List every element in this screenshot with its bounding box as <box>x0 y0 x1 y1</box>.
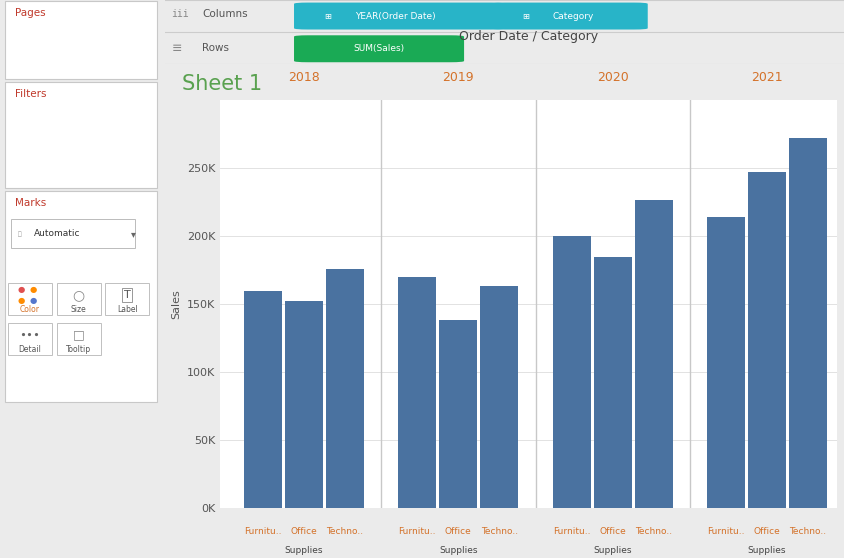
Text: Supplies: Supplies <box>592 546 631 555</box>
Text: YEAR(Order Date): YEAR(Order Date) <box>354 12 436 21</box>
Text: Sheet 1: Sheet 1 <box>181 74 262 94</box>
FancyBboxPatch shape <box>490 3 647 30</box>
Bar <box>747 172 785 508</box>
Text: Techno..: Techno.. <box>326 527 363 536</box>
Text: Office: Office <box>290 527 317 536</box>
Text: Order Date / Category: Order Date / Category <box>458 31 597 44</box>
Text: Techno..: Techno.. <box>788 527 825 536</box>
Text: 2021: 2021 <box>750 71 782 84</box>
Text: ∙∙∙: ∙∙∙ <box>19 330 41 339</box>
FancyBboxPatch shape <box>57 283 100 315</box>
Text: Detail: Detail <box>19 345 41 354</box>
FancyBboxPatch shape <box>5 1 157 79</box>
Bar <box>326 269 364 508</box>
Bar <box>593 257 630 508</box>
FancyBboxPatch shape <box>5 191 157 402</box>
Text: ●: ● <box>30 285 36 294</box>
Text: Pages: Pages <box>14 8 46 18</box>
Text: ⬛: ⬛ <box>18 231 21 237</box>
Text: Supplies: Supplies <box>284 546 323 555</box>
Text: Furnitu..: Furnitu.. <box>398 527 436 536</box>
Text: Rows: Rows <box>202 43 229 53</box>
FancyBboxPatch shape <box>8 283 51 315</box>
Text: Office: Office <box>753 527 780 536</box>
Text: Automatic: Automatic <box>34 229 80 238</box>
Text: Supplies: Supplies <box>747 546 786 555</box>
Bar <box>634 200 672 508</box>
Text: iii: iii <box>171 9 189 19</box>
Text: Filters: Filters <box>14 89 46 99</box>
Text: Office: Office <box>598 527 625 536</box>
Bar <box>552 236 590 508</box>
Text: Furnitu..: Furnitu.. <box>706 527 744 536</box>
Text: Supplies: Supplies <box>439 546 477 555</box>
Text: Techno..: Techno.. <box>480 527 517 536</box>
Text: SUM(Sales): SUM(Sales) <box>353 44 404 53</box>
Bar <box>244 291 282 508</box>
Bar <box>398 277 436 508</box>
Bar <box>480 286 517 508</box>
Text: Furnitu..: Furnitu.. <box>244 527 281 536</box>
Text: ○: ○ <box>73 288 84 302</box>
FancyBboxPatch shape <box>57 323 100 355</box>
FancyBboxPatch shape <box>5 82 157 188</box>
Bar <box>706 217 744 508</box>
Text: T: T <box>124 290 131 300</box>
FancyBboxPatch shape <box>8 323 51 355</box>
Text: Techno..: Techno.. <box>635 527 672 536</box>
Text: 2018: 2018 <box>288 71 320 84</box>
Text: ▾: ▾ <box>131 229 135 239</box>
Bar <box>788 138 826 508</box>
FancyBboxPatch shape <box>11 219 134 248</box>
FancyBboxPatch shape <box>106 283 149 315</box>
Text: Furnitu..: Furnitu.. <box>552 527 590 536</box>
Text: ⊞: ⊞ <box>324 12 331 21</box>
Text: Marks: Marks <box>14 198 46 208</box>
Text: ≡: ≡ <box>171 42 181 55</box>
Y-axis label: Sales: Sales <box>171 289 181 319</box>
Text: □: □ <box>73 328 84 341</box>
Bar <box>284 301 322 508</box>
Text: ⊞: ⊞ <box>522 12 528 21</box>
Text: Color: Color <box>20 305 40 314</box>
Text: Category: Category <box>552 12 593 21</box>
Text: 2019: 2019 <box>442 71 473 84</box>
Text: ●: ● <box>30 296 36 305</box>
Text: Tooltip: Tooltip <box>66 345 91 354</box>
Text: Office: Office <box>445 527 471 536</box>
Text: 2020: 2020 <box>596 71 628 84</box>
Text: Columns: Columns <box>202 9 247 19</box>
Bar <box>439 320 477 508</box>
Text: Label: Label <box>116 305 138 314</box>
FancyBboxPatch shape <box>294 3 505 30</box>
FancyBboxPatch shape <box>294 35 463 62</box>
Text: Size: Size <box>71 305 86 314</box>
Text: ●: ● <box>18 285 25 294</box>
Text: ●: ● <box>18 296 25 305</box>
